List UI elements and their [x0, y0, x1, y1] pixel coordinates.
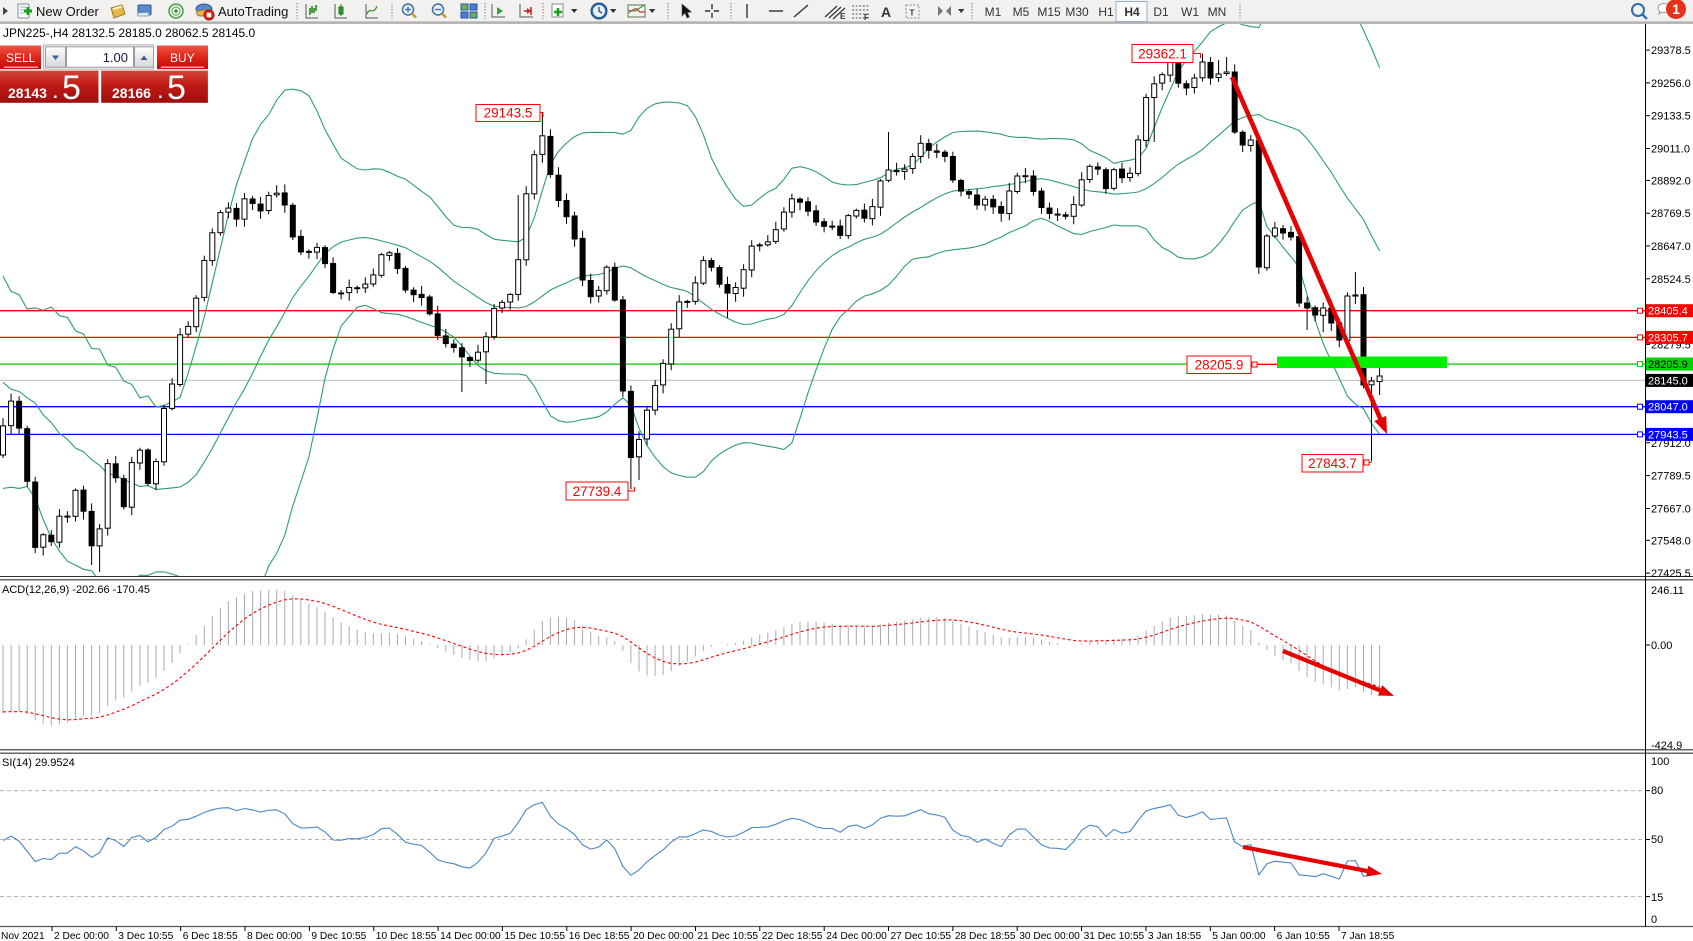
svg-text:24 Dec 00:00: 24 Dec 00:00: [826, 931, 887, 941]
svg-text:28305.7: 28305.7: [1648, 332, 1688, 344]
svg-text:246.11: 246.11: [1651, 585, 1684, 597]
svg-text:29011.0: 29011.0: [1651, 144, 1690, 156]
svg-text:2 Dec 00:00: 2 Dec 00:00: [54, 931, 109, 941]
svg-text:D1: D1: [1153, 5, 1169, 19]
svg-text:3 Dec 10:55: 3 Dec 10:55: [118, 931, 173, 941]
svg-text:7 Jan 18:55: 7 Jan 18:55: [1341, 931, 1395, 941]
svg-text:JPN225-,H4 28132.5 28185.0 28: JPN225-,H4 28132.5 28185.0 28062.5 28145…: [3, 26, 256, 40]
svg-text:M15: M15: [1037, 5, 1061, 19]
svg-text:27667.0: 27667.0: [1651, 504, 1691, 516]
svg-text:5: 5: [62, 69, 81, 107]
svg-text:28405.4: 28405.4: [1648, 306, 1688, 318]
svg-text:28524.5: 28524.5: [1651, 274, 1691, 286]
svg-text:31 Dec 10:55: 31 Dec 10:55: [1084, 931, 1145, 941]
svg-text:20 Dec 00:00: 20 Dec 00:00: [633, 931, 694, 941]
svg-text:28892.0: 28892.0: [1651, 175, 1691, 187]
svg-text:27943.5: 27943.5: [1648, 429, 1688, 441]
svg-text:28047.0: 28047.0: [1648, 402, 1688, 414]
svg-text:27843.7: 27843.7: [1308, 456, 1357, 471]
svg-text:28647.0: 28647.0: [1651, 241, 1691, 253]
svg-text:27425.5: 27425.5: [1651, 568, 1691, 580]
svg-text:H4: H4: [1124, 5, 1140, 19]
svg-text:E: E: [840, 12, 846, 21]
svg-text:Nov 2021: Nov 2021: [1, 931, 45, 941]
svg-text:6 Dec 18:55: 6 Dec 18:55: [183, 931, 238, 941]
svg-text:21 Dec 10:55: 21 Dec 10:55: [698, 931, 759, 941]
svg-text:M30: M30: [1065, 5, 1089, 19]
svg-text:80: 80: [1651, 785, 1663, 797]
svg-text:W1: W1: [1181, 5, 1199, 19]
svg-text:H1: H1: [1098, 5, 1114, 19]
svg-text:27548.0: 27548.0: [1651, 535, 1691, 547]
svg-text:0.00: 0.00: [1651, 640, 1672, 652]
svg-text:28205.9: 28205.9: [1195, 358, 1244, 373]
svg-text:AutoTrading: AutoTrading: [218, 4, 288, 19]
svg-text:15: 15: [1651, 892, 1663, 904]
svg-text:SELL: SELL: [6, 51, 36, 65]
svg-text:28769.5: 28769.5: [1651, 208, 1691, 220]
svg-text:27 Dec 10:55: 27 Dec 10:55: [891, 931, 952, 941]
svg-text:SI(14) 29.9524: SI(14) 29.9524: [2, 757, 75, 769]
svg-text:1: 1: [1672, 1, 1680, 17]
svg-text:.: .: [158, 83, 163, 102]
svg-text:MN: MN: [1208, 5, 1227, 19]
svg-text:29143.5: 29143.5: [484, 106, 533, 121]
svg-text:14 Dec 00:00: 14 Dec 00:00: [440, 931, 501, 941]
svg-text:100: 100: [1651, 756, 1669, 768]
svg-text:28143: 28143: [8, 85, 47, 101]
svg-text:27739.4: 27739.4: [573, 484, 622, 499]
svg-text:3 Jan 18:55: 3 Jan 18:55: [1148, 931, 1202, 941]
svg-text:9 Dec 10:55: 9 Dec 10:55: [311, 931, 366, 941]
svg-text:29378.5: 29378.5: [1651, 45, 1691, 57]
svg-text:30 Dec 00:00: 30 Dec 00:00: [1019, 931, 1080, 941]
svg-text:-424.9: -424.9: [1651, 740, 1682, 752]
svg-text:M1: M1: [985, 5, 1002, 19]
svg-text:28 Dec 18:55: 28 Dec 18:55: [955, 931, 1016, 941]
svg-text:29133.5: 29133.5: [1651, 111, 1691, 123]
svg-text:10 Dec 18:55: 10 Dec 18:55: [376, 931, 437, 941]
svg-text:50: 50: [1651, 834, 1663, 846]
svg-text:ACD(12,26,9) -202.66 -170.45: ACD(12,26,9) -202.66 -170.45: [2, 584, 150, 596]
svg-text:29256.0: 29256.0: [1651, 78, 1691, 90]
svg-text:1.00: 1.00: [103, 50, 128, 65]
svg-text:22 Dec 18:55: 22 Dec 18:55: [762, 931, 823, 941]
svg-text:5: 5: [167, 69, 186, 107]
svg-text:F: F: [864, 13, 869, 22]
svg-text:BUY: BUY: [170, 51, 195, 65]
svg-text:M5: M5: [1013, 5, 1030, 19]
svg-text:New Order: New Order: [36, 4, 100, 19]
svg-text:0: 0: [1651, 914, 1657, 926]
svg-text:27789.5: 27789.5: [1651, 471, 1691, 483]
svg-text:5 Jan 00:00: 5 Jan 00:00: [1212, 931, 1266, 941]
svg-text:28205.9: 28205.9: [1648, 359, 1688, 371]
svg-text:28145.0: 28145.0: [1648, 375, 1688, 387]
svg-text:15 Dec 10:55: 15 Dec 10:55: [504, 931, 565, 941]
svg-text:6 Jan 10:55: 6 Jan 10:55: [1277, 931, 1331, 941]
svg-text:8 Dec 00:00: 8 Dec 00:00: [247, 931, 302, 941]
svg-text:T: T: [910, 9, 915, 18]
svg-text:16 Dec 18:55: 16 Dec 18:55: [569, 931, 630, 941]
svg-text:29362.1: 29362.1: [1138, 47, 1187, 62]
svg-text:.: .: [53, 83, 58, 102]
svg-text:28166: 28166: [112, 85, 151, 101]
svg-text:A: A: [881, 4, 891, 20]
